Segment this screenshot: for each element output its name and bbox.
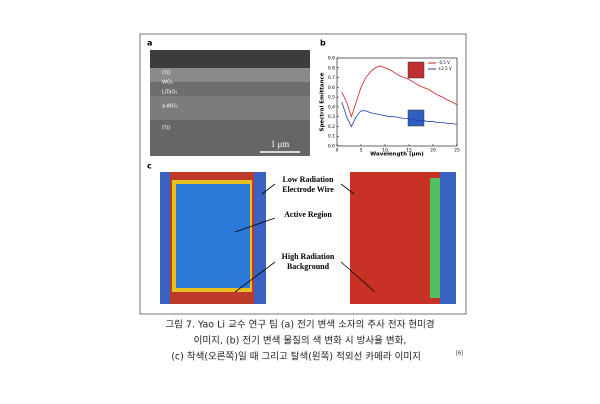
caption-line: 이미지, (b) 전기 변색 물질의 색 변화 시 방사율 변화, (194, 335, 407, 347)
x-tick-label: 0 (336, 148, 339, 154)
y-tick-label: 0.5 (328, 95, 335, 101)
panel-label: c (147, 162, 152, 171)
inset-image (407, 61, 425, 79)
y-tick-label: 0.7 (328, 75, 335, 81)
annotation: Low Radiation (283, 175, 334, 184)
x-tick-label: 10 (382, 148, 388, 154)
caption-line: (c) 착색(오른쪽)일 때 그리고 탈색(왼쪽) 적외선 카메라 이미지 (171, 351, 421, 363)
annotation: Electrode Wire (282, 185, 334, 194)
sem-layer (150, 120, 310, 156)
annotation: Active Region (284, 210, 332, 219)
x-tick-label: 15 (406, 148, 412, 154)
annotation: Background (287, 262, 330, 271)
arrow (234, 261, 276, 293)
x-tick-label: 25 (454, 148, 460, 154)
panel-label: b (320, 39, 326, 48)
thermal-region (176, 184, 250, 288)
y-tick-label: 0.4 (328, 104, 335, 110)
y-tick-label: 0.2 (328, 124, 335, 130)
y-tick-label: 0.6 (328, 85, 335, 91)
y-tick-label: 0.3 (328, 114, 335, 120)
y-tick-label: 0.1 (328, 134, 335, 140)
y-tick-label: 0.8 (328, 65, 335, 71)
arrow (340, 261, 376, 293)
caption-line: 그림 7. Yao Li 교수 연구 팀 (a) 전기 변색 소자의 주사 전자… (165, 319, 434, 331)
thermal-strip (160, 172, 170, 304)
annotation: High Radiation (282, 252, 335, 261)
sem-layer (150, 68, 310, 82)
arrow (261, 183, 276, 195)
panel-label: a (147, 39, 152, 48)
layer-label: LiTaO₃ (162, 90, 177, 96)
y-axis-title: Spectral Emittance (320, 72, 326, 131)
layer-label: a-WO₃ (162, 104, 178, 110)
plot-frame (336, 57, 458, 147)
sem-layer (150, 96, 310, 120)
layer-label: ITO (162, 126, 171, 132)
thermal-strip (254, 172, 266, 304)
series-line (341, 101, 458, 128)
sem-layer (150, 50, 310, 68)
thermal-labels: Low Radiation Electrode Wire Active Regi… (282, 175, 335, 271)
reference: [6] (456, 351, 463, 357)
arrows (234, 183, 376, 293)
arrow (234, 217, 276, 233)
series-line (341, 65, 458, 118)
x-tick-label: 20 (430, 148, 436, 154)
inset-image (407, 109, 425, 127)
legend-label: -0.5 V (438, 60, 450, 65)
x-axis-title: Wavelength (μm) (370, 152, 424, 158)
sem-labels: ITO WO₃ LiTaO₃ a-WO₃ ITO (162, 71, 178, 132)
arrow (340, 183, 355, 195)
layer-label: WO₃ (162, 80, 173, 86)
sem-layer (150, 82, 310, 96)
y-tick-label: 0.9 (328, 56, 335, 62)
caption: 그림 7. Yao Li 교수 연구 팀 (a) 전기 변색 소자의 주사 전자… (165, 319, 434, 363)
scale-label: 1 μm (271, 139, 290, 149)
legend-label: +2.5 V (438, 66, 452, 71)
thermal-strip (440, 172, 456, 304)
x-tick-label: 5 (360, 148, 363, 154)
y-tick-label: 0.0 (328, 144, 335, 150)
layer-label: ITO (162, 71, 171, 77)
